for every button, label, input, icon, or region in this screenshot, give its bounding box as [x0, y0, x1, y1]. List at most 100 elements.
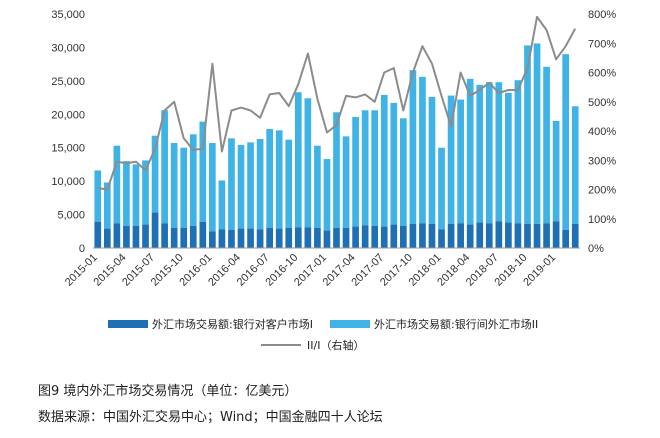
left-axis-tick-label: 20,000 — [51, 109, 85, 121]
bar-client-2018-05 — [476, 222, 484, 248]
bar-client-2018-09 — [514, 223, 522, 248]
bar-client-2019-01 — [552, 221, 560, 248]
bar-interbank-2016-08 — [275, 130, 283, 229]
bar-interbank-2015-12 — [199, 121, 207, 222]
bar-client-2018-03 — [457, 223, 464, 248]
bar-interbank-2017-11 — [419, 76, 426, 224]
bar-interbank-2018-01 — [438, 147, 445, 230]
bar-interbank-2016-04 — [237, 145, 245, 229]
bar-client-2018-02 — [447, 223, 455, 248]
bar-interbank-2018-10 — [524, 45, 531, 224]
bar-interbank-2017-12 — [428, 96, 436, 224]
bar-interbank-2016-11 — [304, 98, 312, 228]
bar-interbank-2016-07 — [266, 128, 273, 228]
left-axis-tick-label: 25,000 — [51, 76, 85, 88]
bar-client-2016-12 — [314, 227, 321, 248]
bar-client-2016-07 — [266, 227, 273, 248]
bar-interbank-2018-09 — [514, 80, 522, 224]
bar-client-2018-12 — [543, 223, 550, 248]
bar-interbank-2015-11 — [189, 134, 197, 226]
left-axis: 0 5,000 10,000 15,000 20,000 25,000 30,000 35,0… — [51, 9, 85, 255]
bar-client-2017-05 — [361, 225, 369, 248]
legend-label-series-2: 外汇市场交易额:银行间外汇市场II — [374, 317, 538, 331]
bar-interbank-2015-04 — [123, 161, 130, 226]
bar-client-2017-09 — [400, 225, 407, 248]
bar-interbank-2015-05 — [132, 164, 140, 226]
bar-interbank-2016-10 — [294, 92, 302, 228]
bar-interbank-2017-07 — [380, 94, 388, 227]
bar-interbank-2018-05 — [476, 84, 484, 223]
bar-client-2015-06 — [142, 224, 149, 248]
bar-interbank-2017-05 — [361, 110, 369, 226]
right-axis-tick-label: 700% — [588, 38, 616, 50]
bar-client-2016-10 — [294, 227, 302, 248]
bar-interbank-2018-02 — [447, 95, 455, 224]
bar-interbank-2015-01 — [94, 170, 102, 222]
right-axis-tick-label: 100% — [588, 214, 616, 226]
bar-interbank-2016-03 — [228, 138, 235, 230]
bar-interbank-2018-03 — [457, 99, 464, 224]
left-axis-tick-label: 0 — [79, 243, 85, 255]
bar-client-2015-09 — [170, 227, 178, 248]
bar-interbank-2017-10 — [409, 70, 417, 224]
bar-interbank-2018-04 — [466, 78, 474, 225]
bar-interbank-2018-11 — [533, 43, 541, 224]
bar-client-2017-08 — [390, 224, 398, 248]
chart: 0 5,000 10,000 15,000 20,000 25,000 30,000 35,0… — [51, 9, 616, 352]
right-axis-tick-label: 500% — [588, 97, 616, 109]
bar-client-2019-02 — [562, 229, 570, 248]
bar-client-2018-10 — [524, 223, 531, 248]
bar-client-2015-04 — [123, 225, 130, 248]
bar-client-2016-11 — [304, 227, 312, 248]
right-axis-tick-label: 200% — [588, 185, 616, 197]
bar-interbank-2016-09 — [285, 139, 293, 228]
left-axis-tick-label: 35,000 — [51, 9, 85, 21]
bar-client-2017-11 — [419, 223, 426, 248]
left-axis-tick-label: 10,000 — [51, 176, 85, 188]
bar-interbank-2019-03 — [571, 106, 579, 224]
bar-client-2017-10 — [409, 223, 417, 248]
bar-interbank-2019-02 — [562, 54, 570, 230]
bar-client-2015-03 — [113, 223, 121, 248]
bar-client-2016-02 — [218, 229, 226, 248]
left-axis-tick-label: 5,000 — [57, 210, 85, 222]
bar-client-2018-06 — [485, 223, 493, 248]
x-axis-tick-label: 2019-01 — [521, 252, 558, 289]
bar-client-2016-09 — [285, 227, 293, 248]
bar-client-2016-08 — [275, 228, 283, 248]
bar-client-2018-07 — [495, 221, 503, 248]
bar-interbank-2018-07 — [495, 82, 503, 222]
bar-interbank-2015-10 — [180, 147, 188, 228]
legend-swatch-series-2 — [330, 320, 370, 328]
x-axis: 2015-012015-042015-072015-102016-012016-… — [63, 247, 580, 289]
right-axis-tick-label: 300% — [588, 155, 616, 167]
figure-title: 图9 境内外汇市场交易情况（单位：亿美元） — [38, 384, 298, 399]
bar-client-2017-01 — [323, 230, 331, 248]
bar-client-2018-01 — [438, 229, 445, 248]
bar-client-2018-11 — [533, 223, 541, 248]
bar-client-2015-08 — [161, 223, 168, 248]
right-axis-tick-label: 600% — [588, 68, 616, 80]
bar-interbank-2018-06 — [485, 82, 493, 224]
bar-client-2016-06 — [256, 229, 264, 248]
bar-interbank-2015-07 — [151, 135, 159, 213]
legend-label-series-1: 外汇市场交易额:银行对客户市场I — [152, 317, 313, 331]
bar-client-2015-05 — [132, 225, 140, 248]
bar-interbank-2019-01 — [552, 120, 560, 222]
bar-interbank-2017-06 — [371, 110, 379, 226]
bars — [94, 43, 579, 248]
bar-client-2018-08 — [505, 222, 512, 248]
bar-client-2017-12 — [428, 223, 436, 248]
bar-interbank-2016-06 — [256, 139, 264, 230]
left-axis-tick-label: 30,000 — [51, 42, 85, 54]
bar-interbank-2017-03 — [342, 136, 350, 228]
bar-interbank-2017-02 — [333, 112, 340, 228]
right-axis-tick-label: 0% — [588, 243, 604, 255]
bar-client-2015-12 — [199, 221, 207, 248]
bar-client-2015-01 — [94, 221, 102, 248]
bar-client-2015-11 — [189, 225, 197, 248]
bar-interbank-2015-09 — [170, 143, 178, 228]
bar-interbank-2016-01 — [209, 143, 216, 232]
bar-interbank-2018-08 — [505, 92, 512, 223]
bar-client-2017-04 — [352, 226, 359, 248]
